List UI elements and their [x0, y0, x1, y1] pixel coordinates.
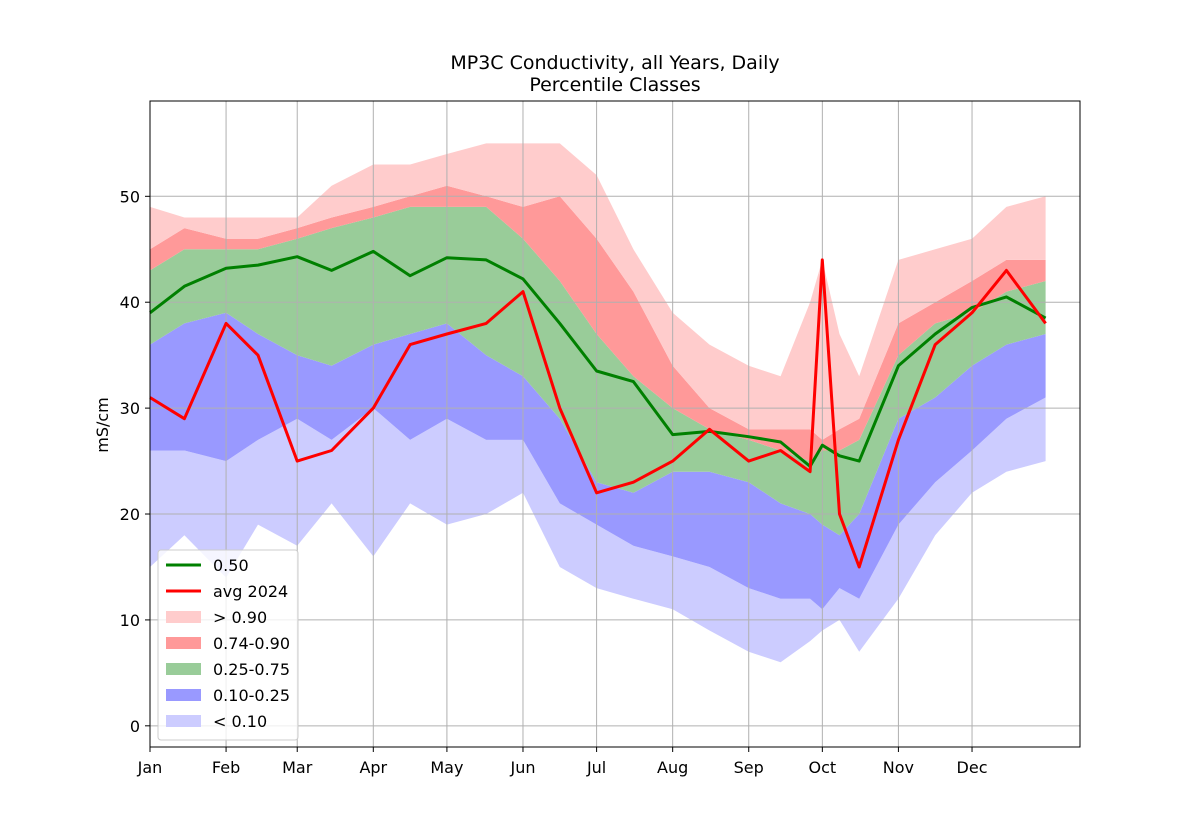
legend-patch-3 [166, 637, 201, 649]
series-line-0 [149, 249, 1047, 468]
series-lines [149, 249, 1047, 569]
legend-patch-4 [166, 663, 201, 675]
grid [149, 101, 1080, 747]
legend-label-6: < 0.10 [213, 712, 267, 731]
axis-ticks: Jan Feb Mar Apr May Jun Jul Aug Sep Oct Nov Dec 0 10 2… [120, 187, 988, 777]
chart-title: MP3C Conductivity, all Years, Daily [450, 52, 779, 74]
legend-patch-5 [166, 689, 201, 701]
band-3 [150, 185, 1046, 462]
x-tick-label-2: Mar [282, 758, 313, 777]
legend-label-5: 0.10-0.25 [213, 686, 290, 705]
y-tick-label-0: 0 [130, 717, 140, 736]
legend-label-1: avg 2024 [213, 582, 288, 601]
x-tick-label-1: Feb [212, 758, 240, 777]
x-tick-label-8: Sep [734, 758, 764, 777]
y-tick-label-1: 10 [120, 611, 140, 630]
x-tick-label-5: Jun [509, 758, 535, 777]
series-line-1 [149, 258, 1047, 569]
y-tick-label-5: 50 [120, 187, 140, 206]
band-0 [150, 397, 1046, 663]
plot-frame [149, 100, 1081, 748]
legend-label-0: 0.50 [213, 556, 249, 575]
legend-label-3: 0.74-0.90 [213, 634, 290, 653]
x-tick-label-10: Nov [883, 758, 914, 777]
x-tick-label-11: Dec [957, 758, 988, 777]
legend-patch-2 [166, 611, 201, 623]
legend-label-4: 0.25-0.75 [213, 660, 290, 679]
x-tick-label-7: Aug [657, 758, 688, 777]
y-tick-label-2: 20 [120, 505, 140, 524]
legend: 0.50 avg 2024 > 0.90 0.74-0.90 0.25-0.75 0.10… [157, 549, 299, 741]
x-tick-label-9: Oct [809, 758, 837, 777]
y-tick-label-4: 40 [120, 293, 140, 312]
x-tick-label-6: Jul [586, 758, 606, 777]
legend-patch-6 [166, 715, 201, 727]
band-1 [150, 312, 1046, 610]
y-tick-label-3: 30 [120, 399, 140, 418]
x-tick-label-3: Apr [359, 758, 387, 777]
legend-label-2: > 0.90 [213, 608, 267, 627]
chart-subtitle: Percentile Classes [529, 74, 700, 96]
x-tick-label-4: May [430, 758, 463, 777]
band-4 [150, 143, 1046, 440]
y-axis-label: mS/cm [93, 397, 112, 453]
x-tick-label-0: Jan [137, 758, 163, 777]
